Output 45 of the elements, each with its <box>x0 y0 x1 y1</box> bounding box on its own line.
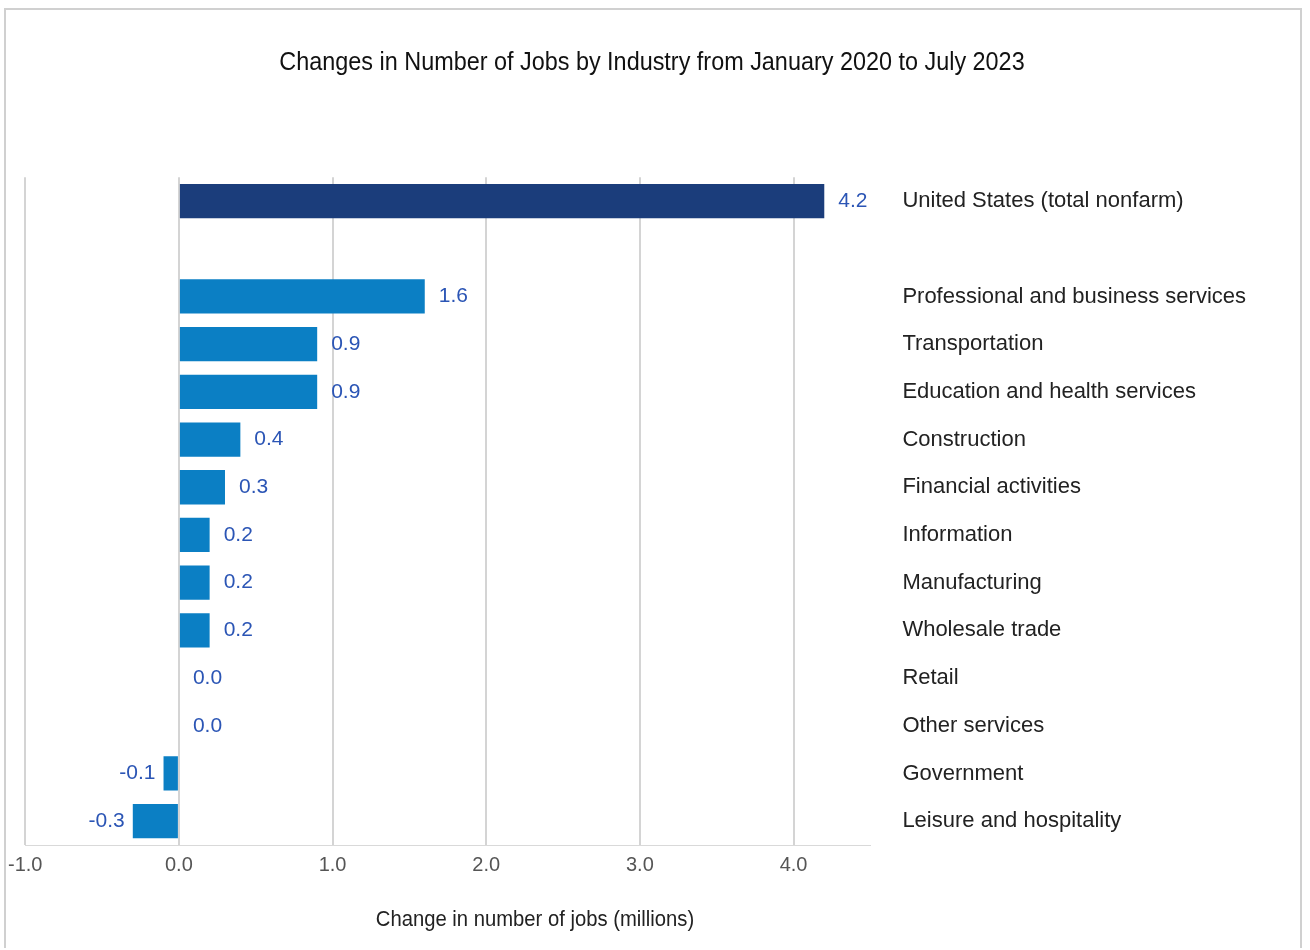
data-label: 0.2 <box>223 521 253 545</box>
y-tick-label: Construction <box>902 425 1026 451</box>
y-tick-label: Government <box>902 759 1024 785</box>
bar <box>179 565 210 600</box>
chart-title: Changes in Number of Jobs by Industry from January 2020 to July 2023 <box>278 46 1026 77</box>
bar <box>179 470 225 505</box>
bar <box>132 803 178 839</box>
y-tick-label: Manufacturing <box>902 568 1042 594</box>
data-label: -0.3 <box>88 807 125 831</box>
bar <box>179 613 210 648</box>
data-label: 0.4 <box>254 426 284 450</box>
data-label: 0.9 <box>331 330 361 354</box>
x-tick-label: 4.0 <box>779 852 808 875</box>
bar <box>179 279 425 314</box>
data-label: 0.9 <box>331 378 361 402</box>
x-axis-title: Change in number of jobs (millions) <box>374 906 696 932</box>
x-tick-label: 0.0 <box>164 852 193 875</box>
data-label: 0.0 <box>192 664 223 688</box>
x-tick-label: 3.0 <box>625 852 654 875</box>
data-label: -0.1 <box>119 760 156 784</box>
y-tick-label: Leisure and hospitality <box>902 807 1122 833</box>
data-label: 0.3 <box>238 474 269 498</box>
data-label: 0.2 <box>223 569 253 593</box>
y-tick-label: Transportation <box>902 330 1044 356</box>
bar <box>179 374 318 410</box>
data-label: 4.2 <box>838 187 868 211</box>
y-tick-label: Professional and business services <box>902 282 1246 308</box>
y-tick-label: Information <box>902 521 1013 547</box>
bar <box>179 326 318 362</box>
x-tick-label: 1.0 <box>318 852 347 875</box>
data-label: 1.6 <box>438 283 468 307</box>
y-tick-label: United States (total nonfarm) <box>902 187 1184 213</box>
data-label: 0.0 <box>192 712 223 736</box>
bar <box>179 422 241 457</box>
y-tick-label: Retail <box>902 664 959 690</box>
y-tick-label: Wholesale trade <box>902 616 1062 642</box>
y-tick-label: Other services <box>902 711 1045 737</box>
data-label: 0.2 <box>223 617 253 641</box>
bar <box>163 756 178 791</box>
y-tick-label: Education and health services <box>902 377 1196 403</box>
bar <box>179 183 825 219</box>
x-tick-label: 2.0 <box>472 852 501 875</box>
x-tick-label: -1.0 <box>8 852 43 875</box>
y-tick-label: Financial activities <box>902 473 1081 499</box>
bar <box>179 517 210 553</box>
